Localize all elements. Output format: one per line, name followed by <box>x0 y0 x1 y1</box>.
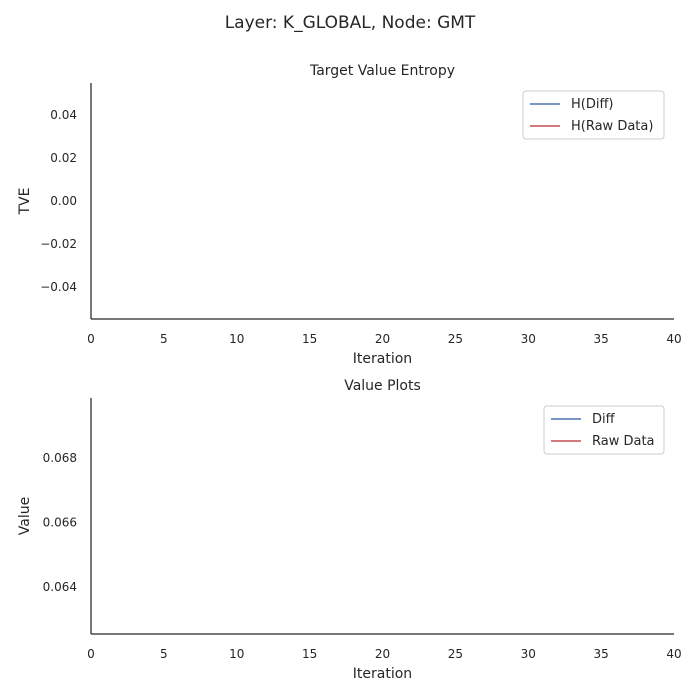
y-axis-label: TVE <box>17 188 33 216</box>
legend-entry: Diff <box>592 412 616 427</box>
legend: Diff Raw Data <box>543 405 665 455</box>
x-tick-label: 25 <box>448 647 463 661</box>
legend: H(Diff) H(Raw Data) <box>522 90 665 140</box>
axes-target-value-entropy: Target Value Entropy 0 5 10 15 20 25 30 35 40 −0.0… <box>17 63 682 367</box>
x-tick-label: 15 <box>302 647 317 661</box>
y-tick-label: −0.02 <box>40 237 77 251</box>
legend-entry: H(Diff) <box>571 97 614 112</box>
y-tick-label: 0.04 <box>50 108 77 122</box>
x-axis-label: Iteration <box>353 666 412 682</box>
legend-entry: H(Raw Data) <box>571 119 653 134</box>
x-tick-label: 40 <box>666 647 681 661</box>
legend-entry: Raw Data <box>592 434 655 449</box>
y-tick-label: −0.04 <box>40 280 77 294</box>
x-tick-label: 30 <box>521 647 536 661</box>
x-tick-label: 30 <box>521 332 536 346</box>
x-tick-label: 0 <box>87 647 95 661</box>
x-tick-label: 15 <box>302 332 317 346</box>
x-tick-label: 20 <box>375 332 390 346</box>
y-tick-label: 0.00 <box>50 194 77 208</box>
figure-suptitle: Layer: K_GLOBAL, Node: GMT <box>225 13 476 33</box>
y-tick-label: 0.064 <box>43 580 77 594</box>
x-tick-label: 35 <box>593 332 608 346</box>
y-axis-label: Value <box>17 497 33 535</box>
x-tick-label: 35 <box>593 647 608 661</box>
x-tick-label: 40 <box>666 332 681 346</box>
x-tick-label: 5 <box>160 647 168 661</box>
x-tick-label: 10 <box>229 647 244 661</box>
x-tick-label: 0 <box>87 332 95 346</box>
legend-frame <box>522 90 665 140</box>
y-tick-label: 0.02 <box>50 151 77 165</box>
x-tick-label: 25 <box>448 332 463 346</box>
legend-frame <box>543 405 665 455</box>
axes-title: Value Plots <box>344 378 421 394</box>
x-tick-label: 20 <box>375 647 390 661</box>
y-tick-label: 0.066 <box>43 515 77 529</box>
axes-title: Target Value Entropy <box>309 63 455 79</box>
y-tick-label: 0.068 <box>43 451 77 465</box>
axes-value-plots: Value Plots 0 5 10 15 20 25 30 35 40 0.064 0.066 0.0… <box>17 378 682 682</box>
x-tick-label: 5 <box>160 332 168 346</box>
x-axis-label: Iteration <box>353 351 412 367</box>
x-tick-label: 10 <box>229 332 244 346</box>
